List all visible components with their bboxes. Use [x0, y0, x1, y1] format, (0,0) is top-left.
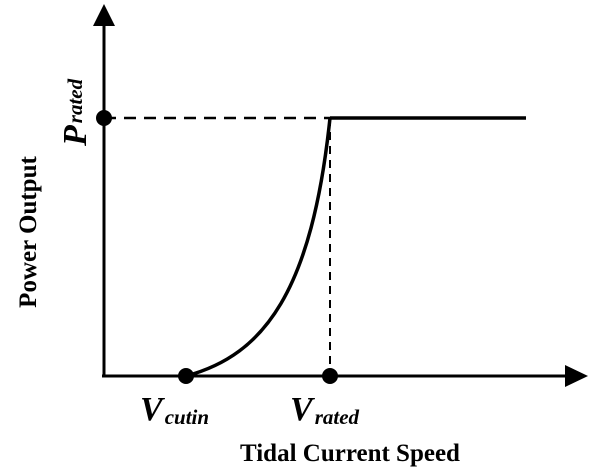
subscript: rated [315, 405, 360, 429]
x-axis-label: Tidal Current Speed [240, 440, 460, 467]
p-rated-point [96, 110, 112, 126]
y-axis-arrow [93, 4, 115, 26]
v-rated-point [322, 368, 338, 384]
y-axis-label: Power Output [15, 156, 42, 308]
v-cutin-point [178, 368, 194, 384]
power-curve [185, 117, 332, 378]
symbol: V [290, 391, 315, 428]
p-rated-label: Prated [57, 78, 94, 147]
subscript: cutin [165, 405, 209, 429]
symbol: P [57, 125, 94, 147]
x-axis-arrow [565, 365, 588, 387]
v-cutin-label: Vcutin [140, 391, 209, 429]
v-rated-label: Vrated [290, 391, 360, 429]
subscript: rated [63, 78, 87, 123]
symbol: V [140, 391, 165, 428]
